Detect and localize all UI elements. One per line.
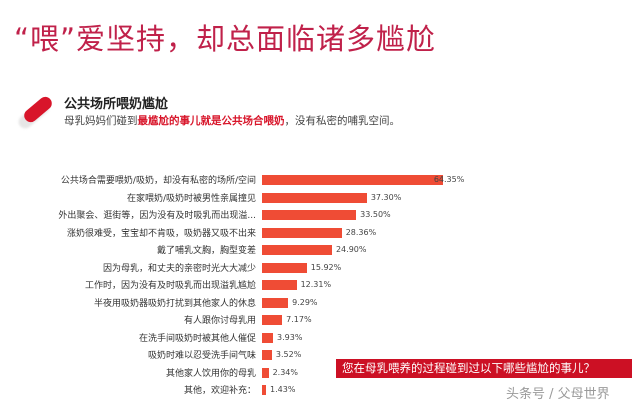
chart-row: 其他，欢迎补充： 1.43% bbox=[0, 384, 640, 396]
category-label: 工作时，因为没有及时吸乳而出现溢乳尴尬 bbox=[84, 281, 256, 291]
bar bbox=[262, 367, 269, 378]
category-label: 公共场合需要喂奶/吸奶，却没有私密的场所/空间 bbox=[60, 176, 256, 186]
value-label: 12.31% bbox=[300, 280, 332, 289]
chart-row: 其他家人饮用你的母乳 2.34% bbox=[0, 367, 640, 379]
chart-row: 外出聚会、逛街等，因为没有及时吸乳而出现溢... 33.50% bbox=[0, 209, 640, 221]
category-label: 吸奶时难以忍受洗手间气味 bbox=[147, 351, 256, 361]
bar bbox=[262, 192, 367, 203]
chart-row: 因为母乳，和丈夫的亲密时光大大减少 15.92% bbox=[0, 262, 640, 274]
category-label: 其他，欢迎补充： bbox=[183, 386, 256, 396]
chart-row: 有人跟你讨母乳用 7.17% bbox=[0, 314, 640, 326]
category-label: 有人跟你讨母乳用 bbox=[183, 316, 256, 326]
watermark: 头条号 / 父母世界 bbox=[506, 387, 610, 402]
bar bbox=[262, 262, 307, 273]
question-banner: 您在母乳喂养的过程碰到过以下哪些尴尬的事儿？ bbox=[336, 359, 632, 378]
chart-row: 工作时，因为没有及时吸乳而出现溢乳尴尬 12.31% bbox=[0, 279, 640, 291]
category-label: 其他家人饮用你的母乳 bbox=[165, 368, 256, 379]
bar bbox=[262, 297, 289, 308]
desc-suffix: ，没有私密的哺乳空间。 bbox=[284, 115, 401, 127]
category-label: 在家喂奶/吸奶时被男性亲属撞见 bbox=[126, 193, 256, 204]
category-label: 半夜用吸奶器吸奶打扰到其他家人的休息 bbox=[93, 298, 256, 309]
bar bbox=[262, 385, 267, 395]
chart-row: 在家喂奶/吸奶时被男性亲属撞见 37.30% bbox=[0, 192, 640, 204]
bar bbox=[262, 350, 272, 360]
bar bbox=[262, 245, 332, 255]
bar bbox=[262, 175, 443, 185]
category-label: 在洗手间吸奶时被其他人催促 bbox=[138, 333, 256, 344]
value-label: 24.90% bbox=[335, 245, 367, 254]
value-label: 37.30% bbox=[370, 192, 402, 202]
bar bbox=[262, 315, 283, 325]
value-label: 9.29% bbox=[292, 297, 318, 307]
chart-row: 戴了哺乳文胸，胸型变差 24.90% bbox=[0, 244, 640, 256]
bar bbox=[262, 227, 342, 238]
chart-row: 在洗手间吸奶时被其他人催促 3.93% bbox=[0, 332, 640, 344]
page-title: “喂”爱坚持，却总面临诸多尴尬 bbox=[14, 22, 437, 56]
chart-row: 吸奶时难以忍受洗手间气味 3.52% bbox=[0, 349, 640, 361]
value-label: 3.93% bbox=[277, 332, 303, 342]
value-label: 33.50% bbox=[360, 210, 391, 219]
value-label: 2.34% bbox=[272, 367, 298, 377]
category-label: 戴了哺乳文胸，胸型变差 bbox=[156, 246, 256, 256]
bar bbox=[262, 332, 274, 343]
category-label: 外出聚会、逛街等，因为没有及时吸乳而出现溢... bbox=[58, 211, 256, 221]
bar bbox=[262, 280, 297, 290]
category-label: 因为母乳，和丈夫的亲密时光大大减少 bbox=[102, 263, 256, 274]
chart-row: 公共场合需要喂奶/吸奶，却没有私密的场所/空间 64.35% bbox=[0, 174, 640, 186]
section-description: 母乳妈妈们碰到最尴尬的事儿就是公共场合喂奶，没有私密的哺乳空间。 bbox=[64, 113, 400, 128]
value-label: 64.35% bbox=[433, 175, 465, 184]
chart-row: 半夜用吸奶器吸奶打扰到其他家人的休息 9.29% bbox=[0, 297, 640, 309]
value-label: 28.36% bbox=[345, 227, 377, 237]
bar bbox=[262, 210, 357, 220]
section-title: 公共场所喂奶尴尬 bbox=[64, 97, 169, 112]
desc-highlight: 最尴尬的事儿就是公共场合喂奶 bbox=[137, 115, 285, 127]
desc-prefix: 母乳妈妈们碰到 bbox=[64, 115, 138, 127]
value-label: 3.52% bbox=[275, 350, 302, 359]
value-label: 1.43% bbox=[270, 385, 296, 394]
value-label: 7.17% bbox=[286, 315, 312, 324]
category-label: 涨奶很难受，宝宝却不肯吸，吸奶器又吸不出来 bbox=[66, 228, 256, 239]
chart-row: 涨奶很难受，宝宝却不肯吸，吸奶器又吸不出来 28.36% bbox=[0, 227, 640, 239]
value-label: 15.92% bbox=[310, 262, 342, 272]
